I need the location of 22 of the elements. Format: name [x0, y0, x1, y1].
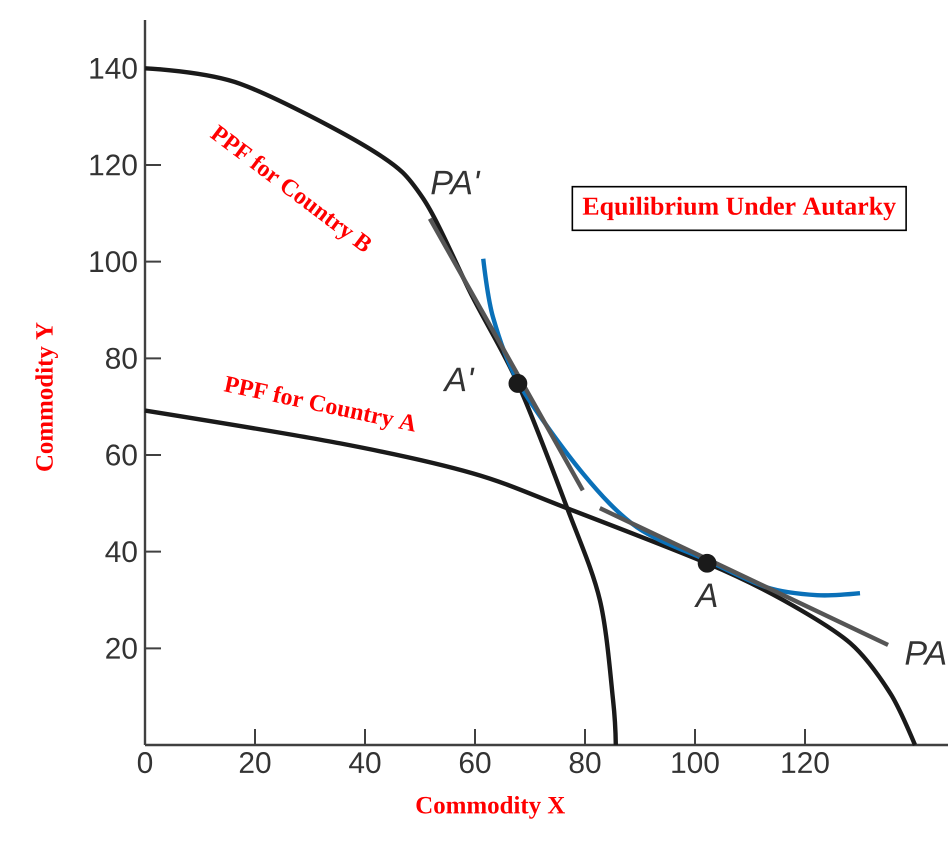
x-tick-label: 0	[138, 752, 152, 774]
annotation: A'	[442, 368, 474, 392]
y-axis-title: Commodity Y	[35, 322, 58, 471]
annotation: PA	[905, 641, 946, 665]
annotation: A	[694, 584, 717, 607]
x-tick-label: 60	[460, 752, 490, 774]
y-tick-label: 100	[90, 251, 137, 272]
x-tick-label: 100	[672, 752, 719, 774]
y-tick-label: 60	[106, 444, 137, 466]
y-tick-label: 140	[90, 58, 137, 79]
y-tick-label: 120	[90, 154, 137, 176]
y-tick-label: 40	[105, 541, 137, 562]
annotation: PA'	[431, 170, 480, 194]
x-tick-label: 120	[782, 752, 829, 774]
annotation: PPF for Country A	[224, 376, 415, 432]
y-tick-label: 80	[106, 348, 137, 369]
text: Equilibrium Under Autarky	[582, 196, 896, 220]
y-tick-label: 20	[106, 638, 137, 659]
x-tick-label: 40	[349, 752, 380, 774]
x-tick-label: 80	[570, 752, 600, 774]
x-axis-title: Commodity X	[416, 796, 566, 819]
x-tick-label: 20	[240, 752, 270, 774]
